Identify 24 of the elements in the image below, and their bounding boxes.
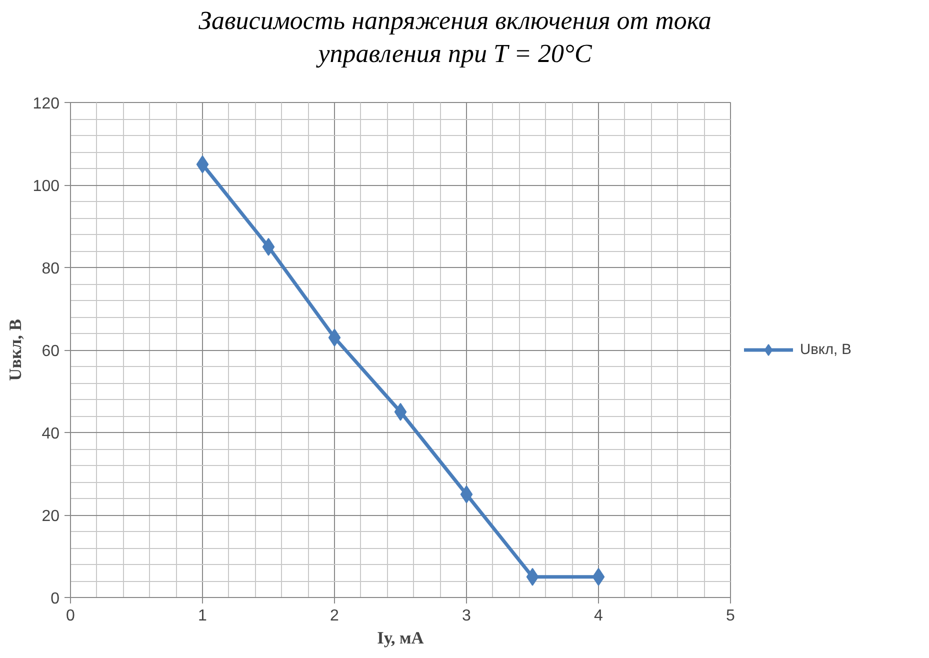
x-tick-label: 5	[726, 608, 736, 624]
chart-title: Зависимость напряжения включения от тока управления при T = 20°C	[198, 5, 712, 70]
x-tick-label: 0	[66, 608, 76, 624]
x-tick-label: 3	[462, 608, 472, 624]
point	[394, 402, 407, 421]
x-tick-label: 1	[198, 608, 208, 624]
point	[196, 155, 209, 174]
y-tick-label: 100	[32, 178, 60, 195]
y-tick-label: 120	[32, 96, 60, 112]
y-tick-label: 40	[42, 426, 60, 442]
point	[262, 238, 275, 256]
x-axis-title: Iу, мА	[377, 628, 424, 648]
point	[328, 328, 341, 347]
point	[526, 568, 539, 586]
y-tick-label: 60	[42, 343, 60, 360]
y-axis-title: Uвкл, В	[6, 318, 25, 381]
point	[460, 485, 473, 504]
point	[592, 568, 605, 586]
legend-label: Uвкл, В	[800, 342, 852, 358]
y-tick-label: 20	[42, 508, 60, 525]
x-tick-label: 2	[330, 608, 340, 624]
y-tick-label: 0	[50, 590, 60, 608]
x-tick-label: 4	[594, 608, 604, 624]
y-tick-label: 80	[42, 260, 60, 278]
